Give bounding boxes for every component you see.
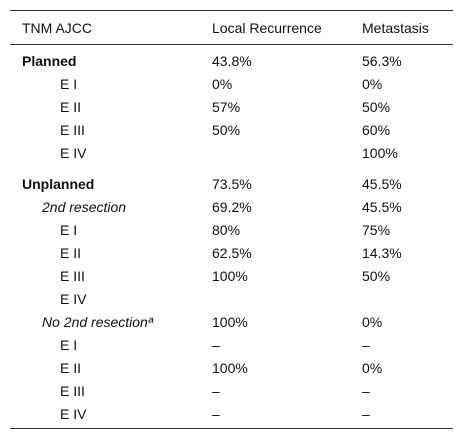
local-recurrence-cell: – xyxy=(212,336,220,353)
metastasis-cell: 50% xyxy=(362,98,391,115)
row-label: E II xyxy=(60,244,82,261)
table-row: E I – – xyxy=(10,333,453,356)
local-recurrence-cell xyxy=(212,141,362,164)
table-row: E I 0% 0% xyxy=(10,72,453,95)
metastasis-cell: 100% xyxy=(362,144,398,161)
local-recurrence-cell: 69.2% xyxy=(212,198,252,215)
local-recurrence-cell: 100% xyxy=(212,313,248,330)
metastasis-cell: 45.5% xyxy=(362,198,402,215)
local-recurrence-cell: – xyxy=(212,402,362,429)
header-metastasis: Metastasis xyxy=(362,10,453,45)
row-label: Planned xyxy=(22,52,77,69)
metastasis-cell: 0% xyxy=(362,313,383,330)
table-row: E III 50% 60% xyxy=(10,118,453,141)
table-group-row: Unplanned 73.5% 45.5% xyxy=(10,164,453,195)
row-label: E II xyxy=(60,98,82,115)
table-row: E II 62.5% 14.3% xyxy=(10,241,453,264)
local-recurrence-cell: – xyxy=(212,382,220,399)
local-recurrence-cell: 100% xyxy=(212,267,248,284)
local-recurrence-cell: 62.5% xyxy=(212,244,252,261)
row-label: E II xyxy=(60,359,82,376)
table-header-row: TNM AJCC Local Recurrence Metastasis xyxy=(10,10,453,45)
row-label: E I xyxy=(60,221,78,238)
local-recurrence-cell: 50% xyxy=(212,121,241,138)
metastasis-cell: 56.3% xyxy=(362,52,402,69)
metastasis-cell: 75% xyxy=(362,221,391,238)
row-label: E IV xyxy=(10,402,212,429)
metastasis-cell: 0% xyxy=(362,75,383,92)
row-label: E IV xyxy=(60,290,87,307)
table-row: E II 100% 0% xyxy=(10,356,453,379)
table-row: E IV 100% xyxy=(10,141,453,164)
row-label: 2nd resection xyxy=(42,198,127,215)
row-label: E III xyxy=(60,267,85,284)
table-group-row: Planned 43.8% 56.3% xyxy=(10,45,453,73)
row-label: E I xyxy=(60,75,78,92)
table-row: E IV xyxy=(10,287,453,310)
table-body: Planned 43.8% 56.3% E I 0% 0% E II 57% 50% E III 5… xyxy=(10,45,453,429)
table-row: E III 100% 50% xyxy=(10,264,453,287)
header-local-recurrence: Local Recurrence xyxy=(212,10,362,45)
metastasis-cell: 50% xyxy=(362,267,391,284)
local-recurrence-cell: 73.5% xyxy=(212,175,252,192)
metastasis-cell: 0% xyxy=(362,359,383,376)
row-label: E III xyxy=(60,382,85,399)
local-recurrence-cell xyxy=(212,287,362,310)
local-recurrence-cell: 0% xyxy=(212,75,233,92)
table-subgroup-row: 2nd resection 69.2% 45.5% xyxy=(10,195,453,218)
metastasis-cell: 60% xyxy=(362,121,391,138)
local-recurrence-cell: 80% xyxy=(212,221,241,238)
local-recurrence-cell: 43.8% xyxy=(212,52,252,69)
table-row: E II 57% 50% xyxy=(10,95,453,118)
header-tnm-ajcc: TNM AJCC xyxy=(10,10,212,45)
row-label: E III xyxy=(60,121,85,138)
row-label: No 2nd resectionª xyxy=(42,313,154,330)
table-subgroup-row: No 2nd resectionª 100% 0% xyxy=(10,310,453,333)
metastasis-cell: – xyxy=(362,402,453,429)
metastasis-cell xyxy=(362,287,453,310)
row-label: E I xyxy=(60,336,78,353)
metastasis-cell: 14.3% xyxy=(362,244,402,261)
metastasis-cell: – xyxy=(362,336,370,353)
table-row: E IV – – xyxy=(10,402,453,429)
recurrence-table-container: TNM AJCC Local Recurrence Metastasis Pla… xyxy=(10,10,453,429)
row-label: E IV xyxy=(60,144,87,161)
table-row: E I 80% 75% xyxy=(10,218,453,241)
local-recurrence-cell: 100% xyxy=(212,359,248,376)
metastasis-cell: 45.5% xyxy=(362,175,402,192)
recurrence-table: TNM AJCC Local Recurrence Metastasis Pla… xyxy=(10,10,453,429)
row-label: Unplanned xyxy=(22,175,95,192)
table-row: E III – – xyxy=(10,379,453,402)
metastasis-cell: – xyxy=(362,382,370,399)
local-recurrence-cell: 57% xyxy=(212,98,241,115)
